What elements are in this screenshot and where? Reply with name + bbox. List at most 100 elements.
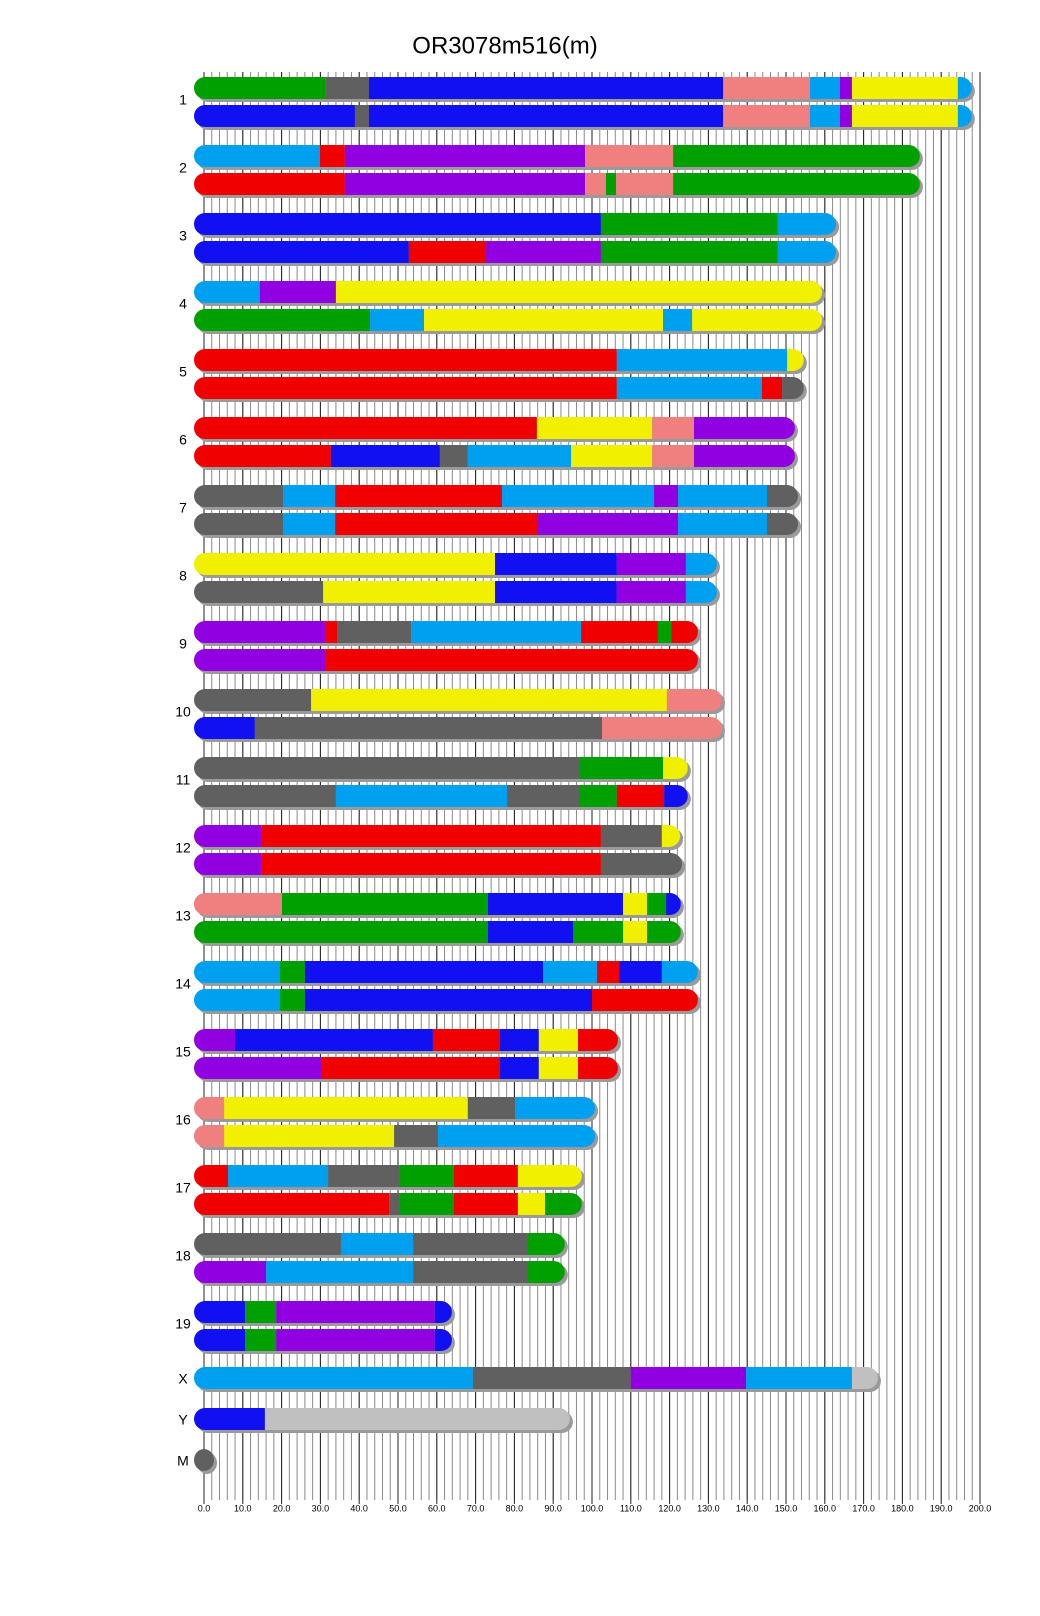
chromosome-label: 3 — [179, 228, 187, 244]
segment — [194, 1165, 229, 1187]
segment — [685, 553, 717, 575]
segment — [661, 961, 698, 983]
segment — [194, 921, 489, 943]
segment — [616, 349, 788, 371]
x-tick-label: 140.0 — [736, 1503, 759, 1513]
segment — [259, 281, 336, 303]
segment — [194, 445, 331, 467]
segment — [344, 145, 586, 167]
chart-title: OR3078m516(m) — [412, 32, 597, 59]
segment — [851, 1367, 878, 1389]
x-tick-label: 40.0 — [350, 1503, 368, 1513]
haplotype — [194, 1261, 565, 1283]
segment — [692, 309, 823, 331]
segment — [495, 553, 617, 575]
haplotype — [194, 825, 681, 847]
segment — [335, 485, 502, 507]
segment — [194, 1367, 473, 1389]
segment — [194, 581, 324, 603]
x-tick-label: 190.0 — [930, 1503, 953, 1513]
segment — [423, 309, 664, 331]
segment — [723, 77, 811, 99]
segment — [194, 309, 371, 331]
segment — [194, 553, 495, 575]
segment — [280, 989, 305, 1011]
segment — [194, 1408, 265, 1430]
segment — [527, 1261, 565, 1283]
segment — [335, 281, 823, 303]
segment — [600, 241, 778, 263]
segment — [321, 1057, 501, 1079]
segment — [600, 213, 778, 235]
segment — [224, 1097, 468, 1119]
segment — [194, 689, 312, 711]
segment — [664, 785, 688, 807]
segment — [283, 485, 336, 507]
segment — [370, 309, 424, 331]
segment — [194, 1193, 390, 1215]
chromosome-label: 12 — [175, 840, 191, 856]
haplotype — [194, 853, 683, 875]
segment — [619, 961, 662, 983]
chromosome-label: 10 — [175, 704, 191, 720]
segment — [194, 989, 281, 1011]
segment — [394, 1125, 438, 1147]
segment — [536, 417, 653, 439]
chromosome-label: 19 — [175, 1316, 191, 1332]
segment — [399, 1165, 454, 1187]
segment — [517, 1193, 546, 1215]
segment — [787, 349, 804, 371]
segment — [194, 649, 326, 671]
segment — [194, 1449, 214, 1471]
haplotype — [194, 1408, 570, 1430]
chromosome-label: 13 — [175, 908, 191, 924]
segment — [194, 377, 617, 399]
segment — [304, 961, 544, 983]
haplotype — [194, 757, 688, 779]
haplotype — [194, 1367, 878, 1389]
segment — [340, 1233, 414, 1255]
segment — [500, 1057, 539, 1079]
chromosome-label: 7 — [179, 500, 187, 516]
segment — [413, 1233, 528, 1255]
segment — [325, 649, 698, 671]
chromosome-label: 2 — [179, 160, 187, 176]
segment — [467, 445, 572, 467]
segment — [194, 757, 580, 779]
chromosome-label: 17 — [175, 1180, 191, 1196]
segment — [408, 241, 487, 263]
segment — [673, 173, 920, 195]
segment — [851, 77, 958, 99]
segment — [585, 145, 674, 167]
segment — [605, 173, 617, 195]
haplotype — [194, 445, 795, 467]
segment — [368, 77, 724, 99]
segment — [194, 893, 282, 915]
segment — [543, 961, 598, 983]
segment — [194, 1057, 322, 1079]
segment — [652, 417, 695, 439]
haplotype — [194, 1301, 452, 1323]
x-tick-label: 60.0 — [428, 1503, 446, 1513]
segment — [261, 825, 601, 847]
segment — [652, 445, 695, 467]
segment — [839, 105, 852, 127]
segment — [335, 785, 508, 807]
chromosome-label: 9 — [179, 636, 187, 652]
x-tick-label: 120.0 — [658, 1503, 681, 1513]
x-tick-label: 80.0 — [506, 1503, 524, 1513]
chromosome-label: 16 — [175, 1112, 191, 1128]
segment — [839, 77, 852, 99]
segment — [434, 1301, 452, 1323]
segment — [545, 1193, 582, 1215]
segment — [515, 1097, 596, 1119]
segment — [572, 921, 624, 943]
segment — [283, 513, 336, 535]
segment — [957, 77, 972, 99]
x-tick-label: 180.0 — [891, 1503, 914, 1513]
segment — [194, 213, 601, 235]
segment — [578, 1057, 618, 1079]
segment — [264, 1408, 570, 1430]
segment — [538, 513, 679, 535]
x-tick-label: 160.0 — [814, 1503, 837, 1513]
